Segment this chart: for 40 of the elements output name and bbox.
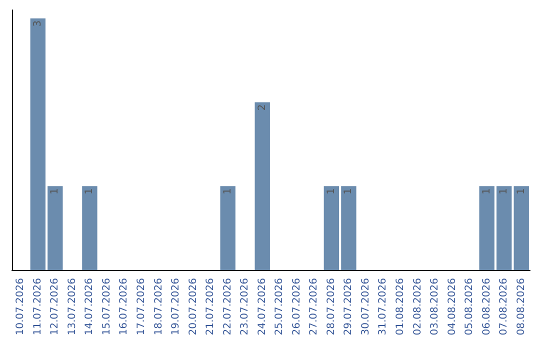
data-label: 1 bbox=[343, 188, 354, 195]
x-tick-label: 26.07.2026 bbox=[291, 278, 302, 336]
x-tick-label: 12.07.2026 bbox=[50, 278, 61, 336]
x-tick-label: 23.07.2026 bbox=[240, 278, 251, 336]
x-tick-label: 04.08.2026 bbox=[446, 278, 458, 336]
data-label: 1 bbox=[516, 188, 527, 195]
data-label: 2 bbox=[256, 104, 268, 111]
data-label: 3 bbox=[32, 20, 44, 27]
x-tick-label: 30.07.2026 bbox=[360, 278, 372, 336]
x-tick-label: 24.07.2026 bbox=[256, 278, 268, 336]
x-tick-label: 29.07.2026 bbox=[343, 278, 354, 336]
x-tick-label: 14.07.2026 bbox=[84, 278, 96, 336]
x-tick-label: 06.08.2026 bbox=[481, 278, 492, 336]
x-tick-label: 03.08.2026 bbox=[430, 278, 441, 336]
x-tick-label: 20.07.2026 bbox=[188, 278, 199, 336]
x-tick-label: 19.07.2026 bbox=[170, 278, 182, 336]
data-label: 1 bbox=[498, 188, 510, 195]
x-tick-label: 31.07.2026 bbox=[378, 278, 389, 336]
x-tick-label: 16.07.2026 bbox=[118, 278, 130, 336]
data-label: 1 bbox=[50, 188, 61, 195]
data-label: 1 bbox=[326, 188, 337, 195]
x-tick-label: 13.07.2026 bbox=[66, 278, 78, 336]
x-tick-label: 07.08.2026 bbox=[498, 278, 510, 336]
x-tick-label: 25.07.2026 bbox=[274, 278, 286, 336]
data-label: 1 bbox=[222, 188, 234, 195]
x-tick-label: 28.07.2026 bbox=[326, 278, 337, 336]
x-tick-label: 22.07.2026 bbox=[222, 278, 234, 336]
x-tick-label: 11.07.2026 bbox=[32, 278, 44, 336]
x-tick-label: 27.07.2026 bbox=[308, 278, 320, 336]
x-tick-label: 15.07.2026 bbox=[101, 278, 112, 336]
x-tick-label: 02.08.2026 bbox=[412, 278, 424, 336]
x-tick-label: 10.07.2026 bbox=[15, 278, 26, 336]
data-label: 1 bbox=[481, 188, 492, 195]
x-tick-label: 01.08.2026 bbox=[395, 278, 406, 336]
data-label: 1 bbox=[84, 188, 96, 195]
x-tick-label: 08.08.2026 bbox=[516, 278, 527, 336]
x-tick-label: 05.08.2026 bbox=[464, 278, 476, 336]
x-tick-label: 17.07.2026 bbox=[136, 278, 147, 336]
x-tick-label: 18.07.2026 bbox=[153, 278, 164, 336]
x-tick-label: 21.07.2026 bbox=[205, 278, 216, 336]
